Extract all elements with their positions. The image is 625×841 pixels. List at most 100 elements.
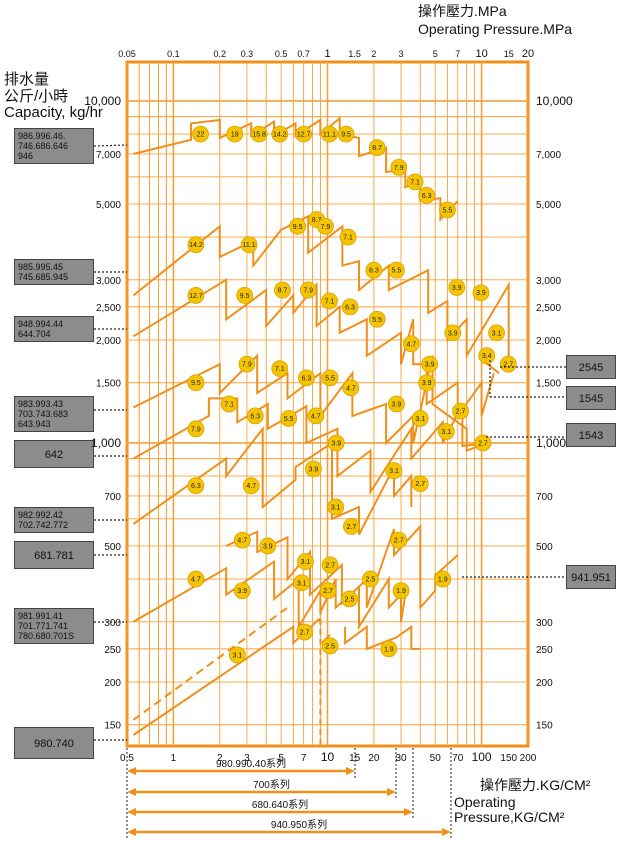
y-tick-left-label: 500	[104, 542, 121, 553]
y-tick-left-label: 1,000	[91, 436, 121, 450]
series-marker	[388, 261, 405, 279]
marker-label: 7.1	[325, 299, 335, 306]
y-tick-left-label: 200	[104, 678, 121, 689]
series-box-642: 642	[14, 440, 94, 468]
series-marker	[280, 409, 298, 427]
marker-label: 3.9	[309, 466, 319, 473]
series-box-980: 980.740	[14, 727, 94, 759]
curve-line	[344, 624, 421, 651]
marker-label: 3.4	[482, 353, 492, 360]
series-marker	[321, 556, 339, 574]
marker-label: 3.9	[331, 440, 341, 447]
marker-label: 1.9	[384, 646, 394, 653]
capacity-title-zh1: 排水量	[4, 71, 50, 88]
series-marker	[296, 623, 313, 641]
series-marker	[418, 186, 436, 204]
x-tick-bottom-label: 70	[452, 753, 464, 764]
series-marker	[317, 217, 334, 235]
series-marker	[250, 125, 268, 143]
y-tick-right-label: 3,000	[536, 276, 561, 287]
series-marker	[365, 261, 383, 279]
marker-label: 12.7	[189, 293, 203, 300]
x-tick-top-label: 0.2	[214, 49, 227, 59]
series-marker	[327, 498, 345, 516]
series-marker	[390, 158, 408, 176]
box-text: 986.996.46. 746.686.646 946	[18, 131, 69, 161]
marker-label: 7.9	[321, 224, 331, 231]
series-marker	[271, 360, 289, 377]
y-tick-right-label: 500	[536, 542, 553, 553]
marker-label: 4.7	[406, 341, 416, 348]
series-marker	[411, 409, 429, 427]
marker-label: 7.9	[394, 165, 404, 172]
series-box-986: 986.996.46. 746.686.646 946	[14, 128, 94, 164]
range-label: 700系列	[253, 778, 290, 791]
series-marker	[499, 355, 517, 373]
series-marker	[321, 637, 339, 655]
box-text: 1543	[578, 430, 604, 442]
marker-label: 8.7	[312, 217, 322, 224]
x-tick-top-label: 0.5	[275, 49, 288, 59]
marker-label: 3.9	[237, 588, 247, 595]
marker-label: 11.1	[323, 132, 336, 139]
marker-label: 2.5	[325, 643, 335, 650]
marker-label: 22	[197, 132, 205, 139]
series-marker	[337, 125, 355, 143]
y-tick-left-label: 700	[104, 492, 121, 503]
series-box-2545: 2545	[566, 355, 616, 379]
x-tick-top-label: 20	[522, 48, 534, 60]
y-tick-left-label: 250	[104, 645, 121, 656]
marker-label: 15.8	[252, 132, 266, 139]
x-tick-bottom-label: 1	[171, 753, 177, 764]
marker-label: 3.9	[422, 380, 432, 387]
marker-label: 9.5	[191, 380, 201, 387]
y-tick-right-label: 7,000	[536, 150, 561, 161]
marker-label: 7.1	[343, 235, 353, 242]
marker-label: 2.5	[366, 577, 376, 584]
marker-label: 8.7	[372, 145, 382, 152]
y-tick-left-label: 10,000	[84, 94, 121, 108]
x-tick-bottom-label: 200	[520, 753, 537, 764]
series-marker	[187, 236, 205, 254]
series-marker	[274, 281, 291, 299]
marker-label: 14.2	[273, 132, 287, 139]
y-tick-right-label: 200	[536, 678, 553, 689]
y-tick-right-label: 2,500	[536, 303, 561, 314]
range-arrow-head-left	[127, 828, 136, 836]
marker-label: 3.1	[389, 468, 399, 475]
series-marker	[187, 374, 205, 392]
series-marker	[295, 125, 313, 143]
x-tick-bottom-label: 150	[500, 753, 517, 764]
series-marker	[411, 475, 429, 493]
x-tick-bottom-label: 0.5	[120, 753, 134, 764]
marker-label: 14.2	[189, 242, 203, 249]
marker-label: 3.1	[301, 559, 311, 566]
series-marker	[434, 570, 452, 588]
y-tick-right-label: 10,000	[536, 94, 573, 108]
series-marker	[368, 139, 386, 157]
range-arrow-head-right	[442, 828, 451, 836]
y-tick-left-label: 1,500	[96, 379, 121, 390]
series-marker	[233, 582, 251, 600]
series-marker	[228, 646, 246, 664]
series-box-983: 983.993.43 703.743.683 643.943	[14, 396, 94, 432]
marker-label: 9.5	[240, 293, 250, 300]
series-marker	[488, 324, 505, 342]
marker-label: 2.7	[325, 562, 335, 569]
box-text: 681.781	[34, 550, 74, 562]
marker-label: 4.7	[237, 538, 247, 545]
box-text: 1545	[578, 393, 604, 405]
marker-label: 3.1	[331, 504, 341, 511]
box-text: 948.994.44 644.704	[18, 319, 64, 339]
marker-label: 3.1	[232, 652, 242, 659]
x-tick-top-label: 2	[371, 49, 376, 59]
series-marker	[343, 518, 360, 535]
x-tick-bottom-label: 20	[368, 753, 380, 764]
series-marker	[402, 335, 420, 353]
series-marker	[297, 553, 314, 570]
marker-label: 3.1	[415, 416, 425, 423]
marker-label: 7.9	[191, 426, 201, 433]
series-marker	[226, 125, 244, 143]
marker-label: 9.5	[341, 132, 351, 139]
